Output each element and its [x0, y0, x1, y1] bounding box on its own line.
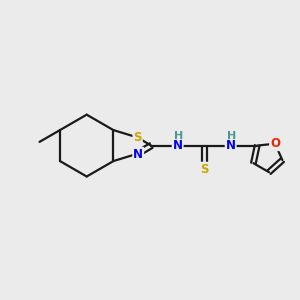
- Text: N: N: [173, 139, 183, 152]
- Text: N: N: [226, 139, 236, 152]
- Text: S: S: [134, 131, 142, 144]
- Text: H: H: [226, 131, 236, 141]
- Text: N: N: [133, 148, 143, 161]
- Text: H: H: [174, 131, 183, 141]
- Text: S: S: [200, 163, 208, 176]
- Text: O: O: [270, 137, 280, 150]
